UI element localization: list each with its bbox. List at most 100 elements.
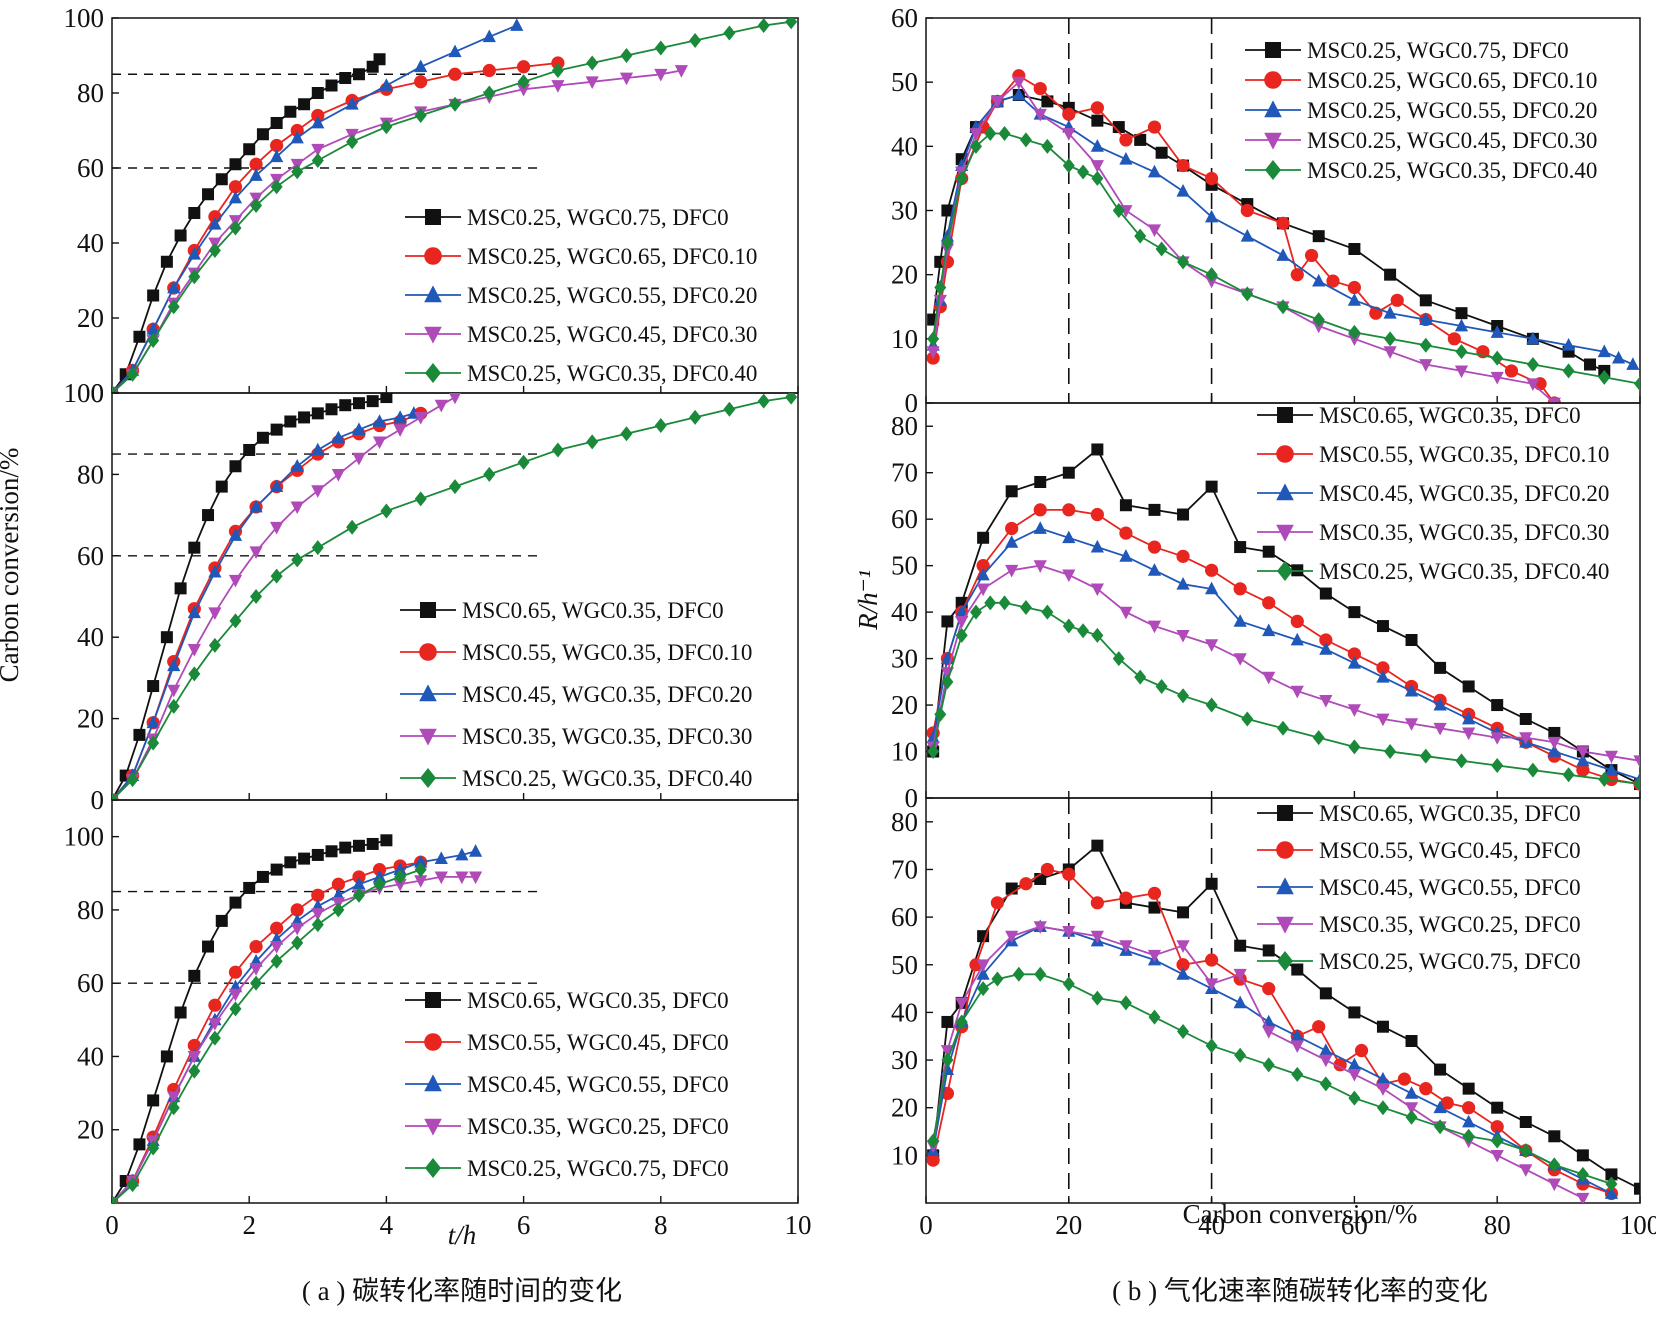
data-point	[482, 29, 496, 43]
y-tick-label: 40	[77, 1041, 104, 1071]
data-point	[1091, 627, 1104, 643]
data-point	[1626, 357, 1640, 370]
legend-label: MSC0.35, WGC0.35, DFC0.30	[462, 724, 752, 749]
data-point	[934, 280, 947, 295]
data-point	[1348, 243, 1361, 255]
data-point	[1383, 346, 1397, 359]
data-point	[228, 965, 243, 979]
data-point	[1384, 744, 1397, 760]
legend-marker	[1277, 805, 1293, 821]
data-point	[1526, 331, 1540, 345]
caption-left: ( a ) 碳转化率随时间的变化	[302, 1276, 622, 1306]
x-tick-label: 0	[105, 1210, 119, 1240]
data-point	[1404, 718, 1419, 731]
data-point	[1177, 1023, 1190, 1039]
data-point	[1062, 128, 1076, 141]
data-point	[1205, 639, 1219, 652]
data-point	[1233, 995, 1247, 1009]
data-point	[147, 333, 160, 348]
data-point	[1405, 1035, 1418, 1047]
data-point	[1005, 564, 1019, 578]
data-point	[291, 935, 304, 951]
data-point	[1376, 1020, 1389, 1033]
data-point	[1233, 653, 1247, 666]
legend-marker	[1277, 407, 1293, 423]
y-tick-label: 100	[64, 3, 105, 33]
data-point	[517, 74, 530, 90]
data-point	[1262, 1057, 1275, 1073]
data-point	[339, 399, 352, 412]
data-point	[270, 863, 283, 876]
data-point	[346, 519, 359, 535]
series-magenta	[112, 393, 461, 800]
data-point	[1262, 1026, 1276, 1039]
y-tick-label: 20	[77, 704, 104, 734]
data-point	[229, 896, 242, 909]
legend-label: MSC0.25, WGC0.75, DFC0	[467, 1156, 729, 1181]
data-point	[1033, 503, 1047, 517]
data-point	[270, 941, 284, 954]
legend-label: MSC0.25, WGC0.45, DFC0.30	[467, 322, 757, 347]
data-point	[1562, 363, 1575, 379]
data-point	[1419, 294, 1432, 307]
data-point	[510, 18, 524, 31]
data-point	[551, 442, 564, 458]
data-point	[174, 1006, 187, 1019]
data-point	[1548, 726, 1561, 739]
data-point	[380, 834, 393, 847]
data-point	[1112, 651, 1125, 667]
data-point	[941, 1052, 954, 1068]
data-point	[1177, 906, 1190, 919]
legend-marker	[1277, 561, 1293, 581]
legend: MSC0.65, WGC0.35, DFC0 MSC0.55, WGC0.45, …	[405, 988, 729, 1181]
data-point	[228, 180, 243, 194]
data-point	[434, 399, 448, 413]
data-point	[955, 1014, 968, 1030]
data-point	[1233, 582, 1247, 596]
data-point	[256, 870, 269, 883]
data-point	[1312, 273, 1326, 287]
data-point	[126, 1177, 139, 1193]
data-point	[372, 436, 387, 450]
data-point	[147, 1140, 160, 1156]
data-point	[1519, 1116, 1532, 1128]
data-point	[311, 143, 325, 157]
legend-label: MSC0.25, WGC0.65, DFC0.10	[1307, 68, 1597, 93]
data-point	[331, 877, 345, 891]
data-point	[1491, 350, 1504, 366]
data-point	[366, 837, 379, 850]
x-tick-label: 0	[919, 1210, 933, 1240]
data-point	[1454, 365, 1469, 379]
data-point	[1347, 647, 1361, 661]
data-point	[941, 615, 954, 628]
data-point	[1155, 146, 1168, 159]
data-point	[757, 18, 770, 33]
data-point	[187, 247, 201, 260]
data-point	[1434, 661, 1447, 674]
data-point	[215, 173, 228, 186]
legend-label: MSC0.35, WGC0.35, DFC0.30	[1319, 520, 1609, 545]
data-point	[414, 862, 427, 878]
data-point	[1376, 1083, 1390, 1096]
data-point	[1576, 1166, 1589, 1182]
data-point	[1005, 930, 1019, 944]
series-line	[932, 925, 1612, 1195]
data-point	[977, 531, 990, 544]
data-point	[160, 255, 173, 268]
data-point	[229, 220, 242, 236]
legend-label: MSC0.25, WGC0.65, DFC0.10	[467, 244, 757, 269]
data-point	[270, 921, 284, 935]
data-point	[674, 65, 688, 78]
data-point	[188, 969, 201, 982]
y-tick-label: 100	[64, 822, 105, 852]
data-point	[270, 423, 283, 436]
y-tick-label: 50	[891, 950, 918, 980]
series-blue	[112, 844, 483, 1203]
series-line	[112, 69, 682, 393]
series-green	[112, 18, 798, 393]
data-point	[1262, 545, 1275, 558]
data-point	[1384, 331, 1397, 347]
data-point	[976, 967, 990, 980]
